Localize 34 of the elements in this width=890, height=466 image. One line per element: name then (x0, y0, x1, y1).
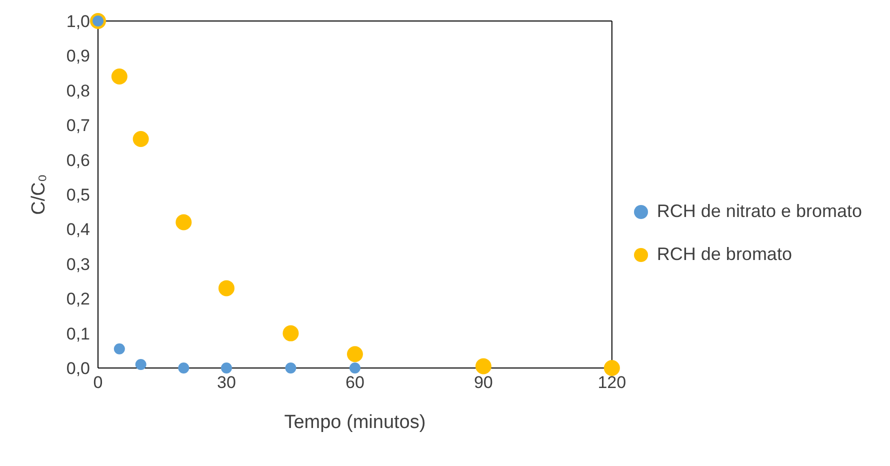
point (218, 280, 234, 296)
x-tick-label: 60 (345, 373, 364, 392)
y-tick-label: 0,5 (66, 186, 90, 205)
y-axis-title: C/C₀ (28, 174, 50, 215)
point (220, 362, 232, 374)
y-tick-label: 0,2 (66, 290, 90, 309)
x-tick-label: 0 (93, 373, 103, 392)
point (176, 214, 192, 230)
point (604, 360, 620, 376)
x-tick-label: 30 (217, 373, 236, 392)
point (285, 362, 296, 374)
x-axis-title: Tempo (minutos) (284, 412, 426, 433)
x-tick-label: 90 (474, 373, 493, 392)
point (114, 343, 125, 354)
legend-label: RCH de nitrato e bromato (656, 201, 862, 222)
x-tick-label: 120 (598, 373, 626, 392)
y-tick-label: 0,8 (66, 81, 90, 100)
y-tick-label: 1,0 (66, 12, 90, 32)
y-tick-label: 0,7 (66, 116, 90, 136)
legend-label: RCH de bromato (656, 244, 792, 265)
point (475, 358, 492, 374)
point (135, 359, 146, 370)
point (282, 325, 299, 342)
y-tick-label: 0,9 (66, 46, 90, 66)
y-tick-label: 0,3 (66, 254, 90, 274)
point (132, 130, 149, 147)
y-tick-label: 0,0 (66, 359, 90, 378)
y-tick-label: 0,6 (66, 150, 90, 170)
point (111, 68, 128, 85)
y-tick-label: 0,1 (66, 324, 90, 344)
point (346, 346, 363, 362)
y-tick-label: 0,4 (66, 220, 90, 240)
point (349, 362, 360, 374)
point (178, 362, 190, 374)
